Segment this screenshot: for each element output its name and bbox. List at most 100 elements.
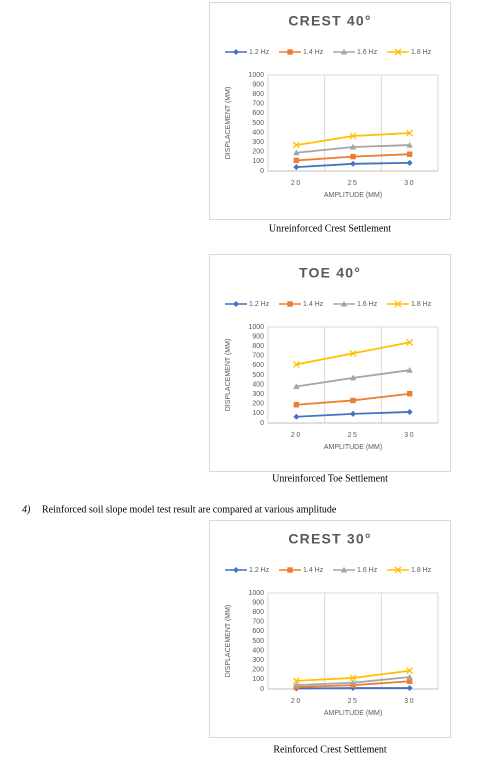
y-axis-title: DISPLACEMENT (MM): [225, 339, 232, 412]
marker: [340, 300, 348, 307]
y-tick-label: 600: [252, 362, 264, 369]
y-tick-label: 800: [252, 609, 264, 616]
y-tick-label: 900: [252, 333, 264, 340]
chart-frame: [209, 520, 451, 738]
y-tick-label: 800: [252, 343, 264, 350]
y-tick-label: 700: [252, 101, 264, 108]
marker: [293, 413, 300, 420]
marker: [406, 667, 414, 675]
marker: [233, 567, 239, 573]
y-tick-label: 1000: [248, 72, 264, 79]
marker: [233, 49, 239, 55]
y-tick-label: 1000: [248, 324, 264, 331]
marker: [287, 49, 293, 55]
chart: CREST 40° 0 100 200 300 400 500 600 700 800 900 100…: [209, 2, 451, 220]
marker: [406, 159, 413, 166]
legend-label: 1.8 Hz: [411, 49, 432, 56]
marker: [293, 149, 300, 156]
marker: [340, 48, 348, 55]
legend-label: 1.2 Hz: [249, 49, 270, 56]
y-tick-label: 200: [252, 401, 264, 408]
x-axis-title: AMPLITUDE (MM): [324, 710, 382, 717]
marker: [340, 566, 348, 573]
marker: [406, 391, 413, 397]
legend-label: 1.4 Hz: [303, 567, 324, 574]
marker: [349, 143, 357, 150]
y-axis-title: DISPLACEMENT (MM): [225, 87, 232, 160]
marker: [292, 360, 300, 368]
y-tick-label: 300: [252, 139, 264, 146]
y-tick-label: 1000: [248, 590, 264, 597]
chart-title: CREST 40°: [288, 13, 371, 29]
y-tick-label: 100: [252, 158, 264, 165]
legend-label: 1.4 Hz: [303, 301, 324, 308]
marker: [287, 301, 293, 307]
marker: [406, 129, 414, 137]
x-tick-label: 25: [348, 698, 359, 705]
chart: CREST 30° 0 100 200 300 400 500 600 700 800 900 100…: [209, 520, 451, 738]
marker: [406, 367, 413, 373]
marker: [406, 338, 414, 346]
y-tick-label: 400: [252, 381, 264, 388]
marker: [293, 681, 300, 688]
legend-label: 1.6 Hz: [357, 49, 378, 56]
y-tick-label: 200: [252, 667, 264, 674]
caption: Reinforced Crest Settlement: [273, 744, 387, 755]
legend-label: 1.8 Hz: [411, 301, 432, 308]
y-tick-label: 0: [260, 420, 264, 427]
y-tick-label: 300: [252, 391, 264, 398]
marker: [349, 679, 357, 686]
y-tick-label: 500: [252, 638, 264, 645]
y-tick-label: 400: [252, 129, 264, 136]
marker: [287, 567, 293, 573]
y-tick-label: 600: [252, 110, 264, 117]
marker: [406, 678, 413, 685]
x-tick-label: 20: [291, 432, 302, 439]
legend-label: 1.8 Hz: [411, 567, 432, 574]
marker: [394, 48, 402, 56]
marker: [406, 141, 413, 148]
x-axis-title: AMPLITUDE (MM): [324, 192, 382, 199]
y-tick-label: 400: [252, 647, 264, 654]
y-tick-label: 800: [252, 91, 264, 98]
legend-label: 1.6 Hz: [357, 567, 378, 574]
marker: [394, 300, 402, 308]
legend-label: 1.6 Hz: [357, 301, 378, 308]
x-tick-label: 20: [291, 180, 302, 187]
marker: [293, 383, 300, 390]
marker: [349, 374, 357, 381]
legend-label: 1.4 Hz: [303, 49, 324, 56]
y-tick-label: 500: [252, 120, 264, 127]
marker: [350, 160, 356, 167]
y-tick-label: 200: [252, 149, 264, 156]
x-tick-label: 25: [348, 432, 359, 439]
caption: Unreinforced Toe Settlement: [272, 473, 388, 484]
marker: [233, 301, 239, 307]
chart-title: CREST 30°: [288, 531, 371, 547]
caption: Unreinforced Crest Settlement: [269, 223, 391, 234]
y-tick-label: 500: [252, 372, 264, 379]
chart: TOE 40° 0 100 200 300 400 500 600 700 800 900 1000 2…: [209, 254, 451, 472]
x-tick-label: 20: [291, 698, 302, 705]
x-tick-label: 30: [404, 432, 415, 439]
marker: [394, 566, 402, 574]
marker: [292, 677, 300, 685]
y-tick-label: 0: [260, 686, 264, 693]
y-tick-label: 100: [252, 410, 264, 417]
chart-frame: [209, 254, 451, 472]
y-tick-label: 100: [252, 676, 264, 683]
x-axis-title: AMPLITUDE (MM): [324, 444, 382, 451]
x-tick-label: 30: [404, 698, 415, 705]
list-text: Reinforced soil slope model test result …: [42, 504, 337, 515]
marker: [406, 151, 413, 157]
legend-label: 1.2 Hz: [249, 567, 270, 574]
y-axis-title: DISPLACEMENT (MM): [225, 605, 232, 678]
marker: [293, 402, 300, 408]
y-tick-label: 900: [252, 599, 264, 606]
y-tick-label: 700: [252, 353, 264, 360]
y-tick-label: 700: [252, 619, 264, 626]
y-tick-label: 300: [252, 657, 264, 664]
marker: [292, 141, 300, 149]
y-tick-label: 0: [260, 168, 264, 175]
marker: [406, 673, 413, 680]
